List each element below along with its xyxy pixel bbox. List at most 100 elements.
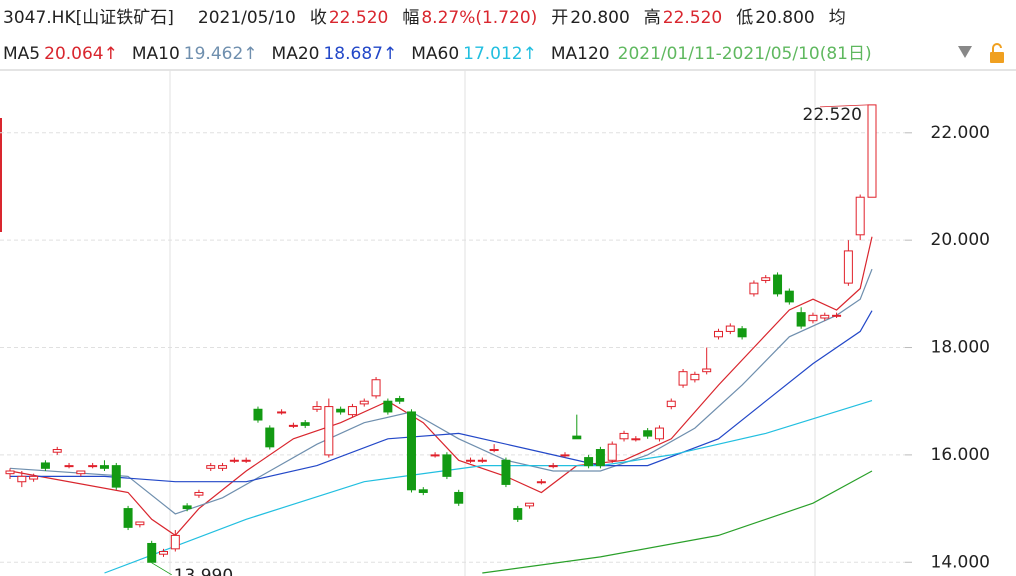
candle-body <box>654 427 664 440</box>
y-tick-label: 18.000 <box>931 338 990 358</box>
candle-body <box>5 470 15 475</box>
candle-body <box>371 379 381 397</box>
candle-body <box>454 491 464 504</box>
candle-body <box>560 454 570 457</box>
header-field: 开 <box>551 8 568 28</box>
candle-body <box>147 542 157 563</box>
legend-value: 20.064↑ <box>44 44 118 64</box>
ma-line <box>104 400 873 574</box>
candle-body <box>678 371 688 386</box>
candle-body <box>843 250 853 284</box>
header-field: 20.800 <box>755 8 814 28</box>
candle-body <box>595 449 605 467</box>
candle-body <box>64 465 74 468</box>
candle-body <box>170 534 180 550</box>
candle-body <box>288 424 298 427</box>
y-tick-label: 14.000 <box>931 552 990 572</box>
candle-body <box>359 400 369 405</box>
y-tick-label: 16.000 <box>931 445 990 465</box>
candle-body <box>383 400 393 413</box>
candle-body <box>607 443 617 461</box>
header-field: 8.27%(1.720) <box>421 8 537 28</box>
candle-body <box>832 314 842 317</box>
candle-body <box>218 465 228 469</box>
candle-body <box>312 406 322 410</box>
candle-body <box>29 475 39 480</box>
candle-body <box>206 465 216 469</box>
candle-body <box>406 411 416 491</box>
header-field: 高 <box>644 8 661 28</box>
candle-body <box>536 481 546 484</box>
candle-body <box>513 508 523 520</box>
candle-body <box>182 505 192 510</box>
candle-body <box>584 457 594 467</box>
header-field: 2021/05/10 <box>198 8 296 28</box>
candle-body <box>111 465 121 488</box>
candle-body <box>336 408 346 413</box>
candle-body <box>347 406 357 416</box>
candle-body <box>489 449 499 452</box>
high-pointer <box>819 104 869 108</box>
candle-body <box>631 438 641 441</box>
candle-body <box>253 408 263 421</box>
candle-body <box>855 196 865 236</box>
candle-body <box>643 430 653 437</box>
edge-marker <box>0 118 2 232</box>
lock-icon[interactable] <box>990 43 1004 63</box>
candle-body <box>123 508 133 528</box>
candle-body <box>229 459 239 462</box>
header-field: 幅 <box>402 8 419 28</box>
ma-line <box>10 310 873 483</box>
y-tick-label: 22.000 <box>931 123 990 143</box>
candle-body <box>808 314 818 322</box>
candle-body <box>99 465 109 469</box>
candle-body <box>418 489 428 493</box>
candle-body <box>501 459 511 485</box>
header-field: 收 <box>310 8 327 28</box>
low-label: 13.990 <box>174 566 233 576</box>
legend-name: MA60 <box>411 44 459 64</box>
candle-body <box>619 432 629 440</box>
candle-body <box>135 521 145 526</box>
candle-body <box>52 449 62 453</box>
candle-body <box>749 282 759 295</box>
legend-name: MA5 <box>3 44 40 64</box>
ma-line <box>482 470 873 574</box>
y-tick-label: 20.000 <box>931 230 990 250</box>
candle-body <box>17 475 27 483</box>
candle-body <box>572 435 582 440</box>
legend-name: MA10 <box>132 44 180 64</box>
candle-body <box>713 330 723 338</box>
header-field: 低 <box>736 8 753 28</box>
candle-body <box>300 422 310 426</box>
candle-body <box>88 465 98 468</box>
candle-body <box>395 398 405 402</box>
legend-name: MA20 <box>272 44 320 64</box>
candle-body <box>241 459 251 462</box>
candle-body <box>324 406 334 456</box>
low-pointer <box>151 562 172 576</box>
high-label: 22.520 <box>803 105 862 125</box>
candle-body <box>820 314 830 319</box>
candle-body <box>194 491 204 496</box>
candle-body <box>796 312 806 327</box>
candle-body <box>737 328 747 338</box>
header-field: 3047.HK[山证铁矿石] <box>3 8 174 28</box>
candle-body <box>784 290 794 303</box>
header-field: 22.520 <box>663 8 722 28</box>
candle-body <box>867 104 877 198</box>
header-field: 22.520 <box>329 8 388 28</box>
candle-body <box>265 427 275 448</box>
range-text: 2021/01/11-2021/05/10(81日) <box>618 44 872 64</box>
candle-body <box>430 454 440 457</box>
candle-body <box>76 470 86 475</box>
candle-body <box>40 462 50 469</box>
candle-body <box>277 411 287 414</box>
candle-body <box>548 465 558 468</box>
candle-body <box>725 325 735 332</box>
legend-value: 18.687↑ <box>323 44 397 64</box>
candle-body <box>477 459 487 462</box>
dropdown-icon[interactable] <box>958 46 972 58</box>
